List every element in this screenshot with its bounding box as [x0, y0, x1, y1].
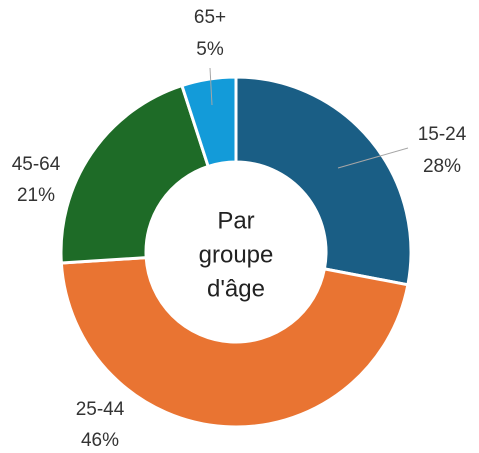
- center-label: groupe: [199, 241, 274, 268]
- donut-slice: [180, 75, 238, 169]
- category-label: 25-44: [76, 399, 125, 420]
- center-label: Par: [217, 207, 254, 234]
- leader-line: [337, 147, 409, 169]
- donut-slice: [59, 83, 211, 265]
- category-label: 65+: [194, 7, 226, 28]
- center-label: d'âge: [207, 275, 265, 302]
- category-label: 15-24: [418, 124, 467, 145]
- donut-slice: [59, 256, 410, 429]
- donut-slice: [234, 75, 413, 287]
- leader-line: [209, 67, 213, 106]
- category-label: 45-64: [12, 154, 61, 175]
- value-label: 5%: [196, 39, 224, 60]
- value-label: 46%: [81, 430, 119, 451]
- value-label: 28%: [423, 156, 461, 177]
- value-label: 21%: [17, 185, 55, 206]
